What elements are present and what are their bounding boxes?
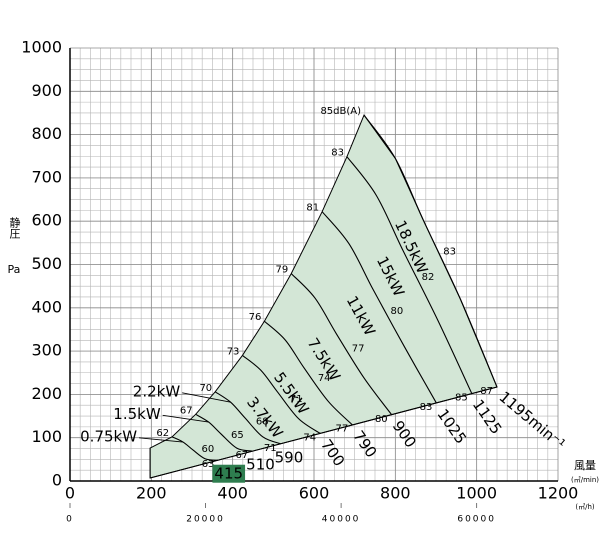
y-tick-label: 400	[31, 297, 62, 316]
db-label: 74	[303, 432, 316, 443]
db-label: 82	[422, 272, 435, 283]
db-label: 71	[264, 443, 277, 454]
db-label: 77	[335, 424, 348, 435]
db-label: 83	[331, 148, 344, 159]
db-label: 79	[275, 265, 288, 276]
db-label: 85	[455, 393, 468, 404]
y-tick-label: 200	[31, 384, 62, 403]
power-label: 2.2kW	[133, 382, 181, 400]
x2-tick-label: 60000	[457, 515, 496, 525]
x-axis-unit: (㎥/min)	[571, 475, 599, 484]
x2-tick-label: 40000	[322, 515, 361, 525]
power-label: 0.75kW	[80, 427, 137, 445]
db-label: 81	[306, 203, 319, 214]
speed-curve	[346, 156, 473, 394]
db-label: 62	[156, 428, 169, 439]
db-label: 68	[256, 416, 269, 427]
y-axis-unit: Pa	[8, 263, 21, 276]
db-label: 67	[180, 405, 193, 416]
y-tick-label: 700	[31, 167, 62, 186]
speed-label: 700	[317, 436, 348, 470]
y-tick-label: 500	[31, 254, 62, 273]
db-label: 80	[390, 306, 403, 317]
x2-tick-label: 20000	[186, 515, 225, 525]
power-leader	[139, 437, 184, 443]
speed-curve	[321, 211, 437, 404]
y-tick-label: 900	[31, 81, 62, 100]
speed-curve	[242, 355, 321, 434]
x-tick-label: 0	[65, 484, 75, 503]
db-label: 80	[375, 414, 388, 425]
x-tick-label: 600	[299, 484, 330, 503]
x-tick-label: 200	[136, 484, 167, 503]
db-label: 76	[249, 312, 262, 323]
x-axis-label: 風量	[574, 459, 596, 472]
y-tick-label: 0	[52, 471, 62, 490]
speed-curve	[195, 413, 253, 452]
system-line	[149, 386, 498, 479]
db-label: 74	[318, 373, 331, 384]
db-label: 65	[231, 430, 244, 441]
db-label: 67	[235, 450, 248, 461]
db-label: 83	[443, 246, 456, 257]
power-leader	[182, 392, 231, 403]
db-label: 85dB(A)	[320, 106, 361, 117]
speed-label: 590	[275, 448, 304, 466]
speed-curve	[264, 320, 353, 426]
db-label: 63	[202, 459, 215, 470]
speed-curve	[214, 391, 281, 445]
y-tick-label: 800	[31, 124, 62, 143]
db-label: 71	[290, 394, 303, 405]
y-tick-label: 100	[31, 427, 62, 446]
db-label: 87	[480, 386, 493, 397]
speed-label: 510	[246, 456, 275, 474]
db-label: 73	[227, 346, 240, 357]
db-label: 70	[199, 383, 212, 394]
y-tick-label: 600	[31, 211, 62, 230]
speed-curve	[363, 114, 498, 388]
x-tick-label: 400	[217, 484, 248, 503]
power-label: 1.5kW	[113, 405, 161, 423]
speed-curve	[171, 436, 219, 461]
y-axis-label: 静圧	[8, 216, 21, 240]
speed-label: 900	[389, 417, 420, 451]
y-tick-label: 1000	[21, 38, 62, 57]
x-tick-label: 800	[380, 484, 411, 503]
x2-tick-label: 0	[66, 515, 74, 525]
speed-label: 415	[214, 465, 243, 483]
db-label: 77	[352, 344, 365, 355]
x-tick-label: 1200	[538, 484, 579, 503]
speed-label: 790	[349, 427, 380, 461]
speed-label-box	[212, 464, 246, 483]
power-leader	[162, 414, 209, 423]
x2-axis-unit: (㎥/h)	[575, 502, 595, 511]
speed-label: 1025	[433, 406, 470, 448]
speed-curve	[290, 273, 393, 416]
x-tick-label: 1000	[456, 484, 497, 503]
db-label: 60	[201, 444, 214, 455]
y-tick-label: 300	[31, 341, 62, 360]
db-label: 83	[420, 402, 433, 413]
